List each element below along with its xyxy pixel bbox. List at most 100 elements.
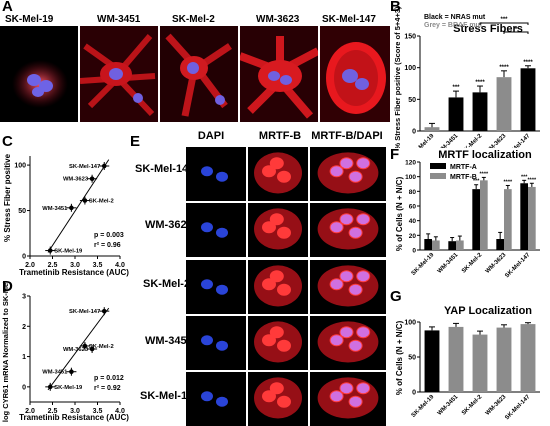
x-tick-label: 2.0: [25, 408, 35, 415]
column-header-mrtf-b: MRTF-B: [258, 130, 302, 142]
plot-area: 0 50 100 SK-Mel-19 WM-3451 SK-Mel-2 WM-3623SK-…: [404, 320, 540, 421]
micrograph-tile: [186, 147, 246, 201]
y-tick-label: 0: [412, 248, 416, 255]
plot-area: 050100150SK-Mel-19***WM-3451****SK-Mel-2…: [404, 17, 540, 148]
x-tick-label: SK-Mel-19: [411, 394, 436, 419]
nucleus: [216, 396, 228, 407]
significance-marker: ***: [521, 174, 528, 180]
row-label-wm-3451: WM-3451: [145, 335, 193, 347]
legend-swatch-mrtf-a: [430, 163, 446, 169]
micrograph-tile: [248, 147, 308, 201]
bar-wm-3451: [448, 97, 464, 131]
micrograph-image: [12, 60, 68, 108]
x-tick-label: WM-3623: [485, 394, 508, 417]
bar-wm-3451: [448, 326, 464, 392]
significance-marker: ***: [452, 85, 460, 91]
bar-mrtf-a-wm-3451: [448, 241, 456, 250]
panel-letter-c: C: [2, 133, 13, 150]
micrograph-wm-3451: [80, 26, 158, 122]
point-label-sk-mel-147: SK-Mel-147: [69, 164, 100, 170]
y-tick-label: 1: [22, 354, 26, 361]
y-axis-label: % Stress Fiber positive: [3, 153, 12, 242]
bar-sk-mel-2: [472, 92, 488, 131]
significance-marker: ****: [475, 80, 485, 86]
x-tick-label: 2.0: [25, 262, 35, 269]
legend-swatch-mrtf-b: [430, 173, 446, 179]
point-label-wm-3451: WM-3451: [42, 206, 68, 212]
y-tick-label: 50: [408, 97, 416, 104]
significance-marker: ****: [523, 60, 533, 66]
bar-sk-mel-2: [472, 334, 488, 392]
data-point-wm-3623: [89, 176, 95, 182]
y-tick-label: 0: [412, 129, 416, 136]
bar-mrtf-b-sk-mel-147: [528, 186, 536, 250]
nucleus-signal: [277, 283, 291, 296]
nucleus: [216, 284, 228, 295]
nucleus: [349, 284, 362, 295]
nucleus: [357, 327, 370, 338]
chart-f-mrtf-localization: MRTF localization 0 20 40 60 80 100 120 SK-Mel-…: [395, 150, 540, 279]
y-axis-label-text: log CYR61 mRNA Normalized to SK-Mel-19: [1, 282, 10, 422]
bar-mrtf-a-sk-mel-147: [520, 183, 528, 250]
micrograph-image: [317, 208, 379, 250]
y-tick-label: 50: [408, 355, 416, 362]
micrograph-image: [317, 321, 379, 363]
micrograph-image: [254, 321, 302, 363]
significance-marker: ****: [480, 171, 489, 177]
stat-p-value: p = 0.012: [94, 375, 124, 382]
nucleus-signal: [277, 170, 291, 183]
bar-wm-3623: [496, 327, 512, 392]
micrograph-image: [254, 377, 302, 419]
data-point-sk-mel-19: [47, 248, 53, 253]
y-tick-label: 80: [409, 189, 417, 196]
micrograph-tile: [186, 203, 246, 257]
nucleus: [201, 391, 213, 402]
micrograph-image: [201, 335, 228, 351]
y-tick-label: 20: [409, 233, 417, 240]
data-point-sk-mel-147: [101, 163, 107, 169]
chart-title: YAP Localization: [444, 305, 532, 317]
bar-mrtf-b-wm-3451: [456, 240, 464, 250]
x-tick-label: SK-Mel-2: [461, 394, 484, 417]
y-tick-label: 100: [404, 65, 416, 72]
y-tick-label: 100: [404, 320, 416, 327]
nucleus-signal: [262, 221, 276, 234]
x-tick-label: SK-Mel-147: [504, 133, 532, 148]
y-tick-label: 2: [22, 324, 26, 331]
panel-letter-a: A: [2, 0, 13, 15]
micrograph-tile: [310, 260, 386, 314]
micrograph-label-wm-3623: WM-3623: [256, 14, 300, 25]
x-axis-label: Trametinib Resistance (AUC): [19, 268, 129, 277]
point-label-sk-mel-2: SK-Mel-2: [89, 199, 114, 205]
micrograph-image: [320, 26, 390, 122]
micrograph-tile: [186, 316, 246, 370]
y-tick-label: 60: [409, 204, 417, 211]
x-axis-label: Trametinib Resistance (AUC): [19, 413, 129, 422]
nucleus: [330, 335, 343, 346]
micrograph-image: [254, 265, 302, 307]
chart-b-stress-fibers: Stress Fibers Black = NRAS mut Grey = BR…: [393, 6, 540, 148]
micrograph-tile: [248, 372, 308, 426]
micrograph-image: [160, 26, 238, 122]
cell-body: [254, 152, 302, 194]
micrograph-sk-mel-2: [160, 26, 238, 122]
row-label-wm-3623: WM-3623: [145, 219, 193, 231]
nucleus: [340, 214, 353, 225]
nucleus: [349, 227, 362, 238]
x-tick-label: 3.0: [70, 262, 80, 269]
chart-c-stress-fiber-vs-resistance: 2.0 2.5 3.0 3.5 4.0 0 50 100 SK-Mel-19 WM-3451 SK-…: [3, 153, 129, 277]
bar-mrtf-b-wm-3623: [504, 189, 512, 250]
y-tick-label: 150: [404, 34, 416, 41]
micrograph-tile: [310, 147, 386, 201]
nucleus-signal: [269, 157, 284, 170]
y-tick-label: 3: [22, 294, 26, 301]
micrograph-label-sk-mel-147: SK-Mel-147: [322, 14, 376, 25]
nucleus: [216, 171, 228, 182]
x-tick-label: WM-3451: [437, 394, 460, 417]
bar-sk-mel-19: [424, 127, 440, 131]
legend-black-text: Black = NRAS mut: [424, 14, 486, 21]
nucleus: [349, 340, 362, 351]
cell-body: [254, 377, 302, 419]
nucleus-signal: [269, 270, 284, 283]
